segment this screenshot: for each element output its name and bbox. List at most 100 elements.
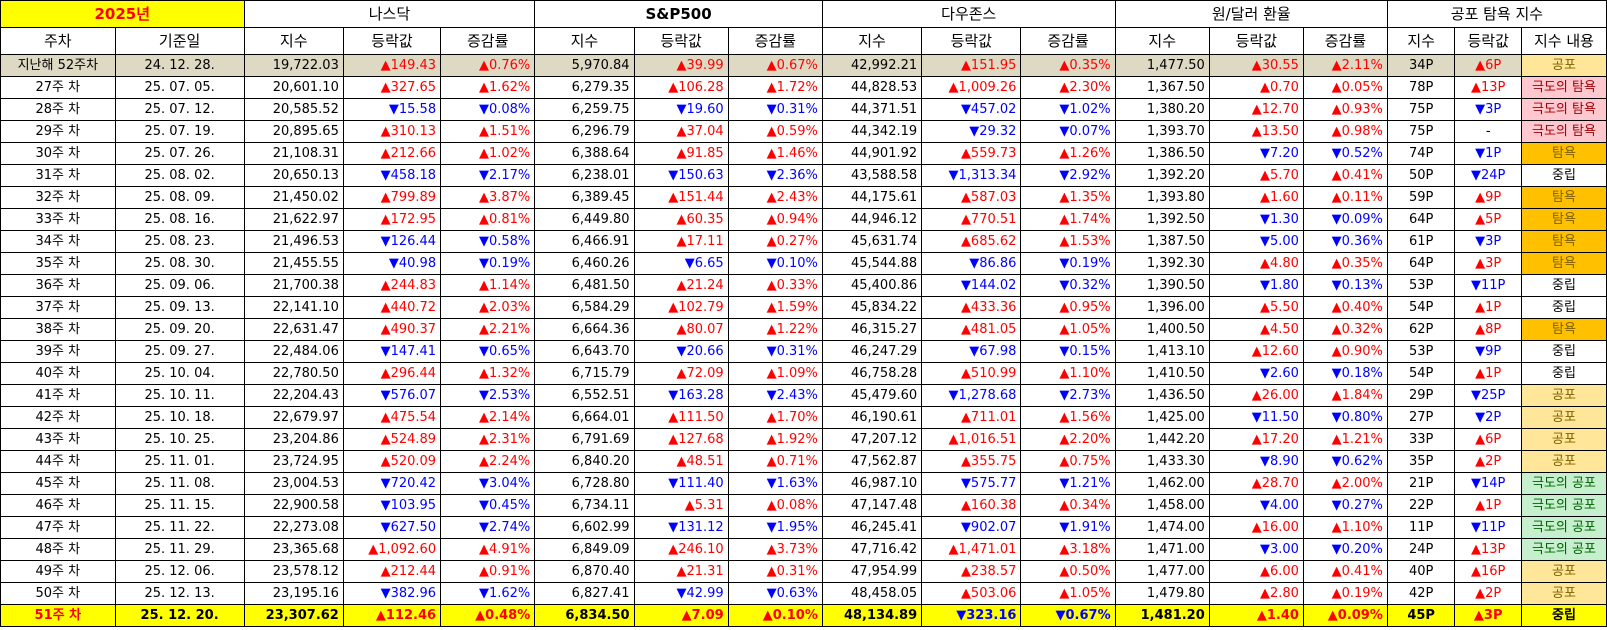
fear-greed-index: 74P [1386, 142, 1456, 165]
nasdaq-index: 22,484.06 [243, 340, 344, 363]
nasdaq-rate: ▼2.74% [440, 516, 536, 539]
week-cell: 37주 차 [0, 296, 116, 319]
fear-greed-index: 59P [1386, 186, 1456, 209]
table-row: 40주 차 25. 10. 04. 22,780.50 ▲296.44 ▲1.32% 6,… [0, 362, 1607, 385]
sp500-rate: ▲1.22% [727, 318, 823, 341]
sp500-change: ▲39.99 [633, 54, 729, 77]
nasdaq-rate: ▲0.76% [440, 54, 536, 77]
dow-rate: ▼2.73% [1020, 384, 1116, 407]
dow-change: ▲1,016.51 [921, 428, 1022, 451]
sp500-index: 6,602.99 [534, 516, 635, 539]
dow-change: ▲770.51 [921, 208, 1022, 231]
sp500-change: ▼111.40 [633, 472, 729, 495]
fx-rate-value: 1,392.30 [1114, 252, 1210, 275]
dow-index: 46,758.28 [821, 362, 923, 385]
column-header-row: 주차 기준일 지수 등락값 증감률 지수 등락값 증감률 지수 등락값 증감률 지수 등락값 증감률 지수 등… [0, 27, 1607, 55]
fear-greed-change: ▼3P [1454, 230, 1522, 253]
fx-rate: ▲0.35% [1302, 252, 1388, 275]
nasdaq-change: ▼382.96 [342, 582, 442, 605]
sp500-change: ▼131.12 [633, 516, 729, 539]
fear-greed-label: 극도의 탐욕 [1520, 76, 1607, 99]
sp500-change: ▲127.68 [633, 428, 729, 451]
sp500-rate: ▲1.72% [727, 76, 823, 99]
dow-change: ▲355.75 [921, 450, 1022, 473]
fx-rate: ▲0.98% [1302, 120, 1388, 143]
sp500-change: ▲72.09 [633, 362, 729, 385]
week-cell: 35주 차 [0, 252, 116, 275]
fx-rate: ▲0.90% [1302, 340, 1388, 363]
table-body: 지난해 52주차 24. 12. 28. 19,722.03 ▲149.43 ▲0.76… [0, 54, 1607, 627]
nasdaq-index: 21,108.31 [243, 142, 344, 165]
fx-change: ▲30.55 [1208, 54, 1304, 77]
date-cell: 25. 07. 19. [114, 120, 245, 143]
sp500-index: 6,460.26 [534, 252, 635, 275]
fx-rate: ▼0.20% [1302, 538, 1388, 561]
nasdaq-index: 20,650.13 [243, 164, 344, 187]
fx-change: ▲5.50 [1208, 296, 1304, 319]
fx-rate-value: 1,425.00 [1114, 406, 1210, 429]
nasdaq-change: ▲149.43 [342, 54, 442, 77]
fx-rate-value: 1,380.20 [1114, 98, 1210, 121]
fear-greed-change: ▲2P [1454, 450, 1522, 473]
dow-rate: ▼1.91% [1020, 516, 1116, 539]
fear-greed-label: 탐욕 [1520, 142, 1607, 165]
table-row: 29주 차 25. 07. 19. 20,895.65 ▲310.13 ▲1.51% 6,… [0, 120, 1607, 143]
fear-greed-label: 극도의 탐욕 [1520, 120, 1607, 143]
dow-change: ▼144.02 [921, 274, 1022, 297]
fear-greed-index: 61P [1386, 230, 1456, 253]
fear-greed-index: 75P [1386, 120, 1456, 143]
dow-rate: ▼1.02% [1020, 98, 1116, 121]
fx-change: ▼3.00 [1208, 538, 1304, 561]
sp500-rate: ▼1.63% [727, 472, 823, 495]
nasdaq-rate: ▲2.14% [440, 406, 536, 429]
sp500-index: 6,259.75 [534, 98, 635, 121]
fear-greed-change: ▲2P [1454, 582, 1522, 605]
date-cell: 25. 07. 12. [114, 98, 245, 121]
week-cell: 33주 차 [0, 208, 116, 231]
fx-rate-value: 1,400.50 [1114, 318, 1210, 341]
fx-rate: ▲0.40% [1302, 296, 1388, 319]
fear-greed-change: ▲13P [1454, 538, 1522, 561]
table-row: 36주 차 25. 09. 06. 21,700.38 ▲244.83 ▲1.14% 6,… [0, 274, 1607, 297]
fear-greed-label: 공포 [1520, 54, 1607, 77]
dow-rate: ▲1.10% [1020, 362, 1116, 385]
nasdaq-change: ▼15.58 [342, 98, 442, 121]
dow-index: 47,147.48 [821, 494, 923, 517]
fx-rate: ▼0.52% [1302, 142, 1388, 165]
nasdaq-rate: ▲2.31% [440, 428, 536, 451]
table-row: 28주 차 25. 07. 12. 20,585.52 ▼15.58 ▼0.08% 6,2… [0, 98, 1607, 121]
dow-rate: ▼2.92% [1020, 164, 1116, 187]
fear-greed-change: ▼11P [1454, 516, 1522, 539]
nasdaq-change: ▼126.44 [342, 230, 442, 253]
nasdaq-change: ▼627.50 [342, 516, 442, 539]
sp500-change: ▲60.35 [633, 208, 729, 231]
fear-greed-change: ▲1P [1454, 362, 1522, 385]
nasdaq-index: 22,631.47 [243, 318, 344, 341]
dow-index: 45,544.88 [821, 252, 923, 275]
column-header: 주차 [0, 27, 116, 55]
week-cell: 38주 차 [0, 318, 116, 341]
sp500-rate: ▲0.94% [727, 208, 823, 231]
week-cell: 49주 차 [0, 560, 116, 583]
sp500-index: 6,643.70 [534, 340, 635, 363]
sp500-rate: ▼1.95% [727, 516, 823, 539]
date-cell: 25. 10. 11. [114, 384, 245, 407]
dow-rate: ▼0.19% [1020, 252, 1116, 275]
dow-change: ▲711.01 [921, 406, 1022, 429]
fear-greed-change: ▼3P [1454, 98, 1522, 121]
group-nasdaq: 나스닥 [243, 0, 536, 28]
fear-greed-label: 극도의 탐욕 [1520, 98, 1607, 121]
fear-greed-label: 극도의 공포 [1520, 516, 1607, 539]
fear-greed-label: 극도의 공포 [1520, 472, 1607, 495]
date-cell: 25. 09. 13. [114, 296, 245, 319]
nasdaq-index: 23,195.16 [243, 582, 344, 605]
week-cell: 31주 차 [0, 164, 116, 187]
week-cell: 36주 차 [0, 274, 116, 297]
fear-greed-label: 중립 [1520, 604, 1607, 627]
sp500-change: ▲111.50 [633, 406, 729, 429]
fx-change: ▼5.00 [1208, 230, 1304, 253]
table-row: 45주 차 25. 11. 08. 23,004.53 ▼720.42 ▼3.04% 6,… [0, 472, 1607, 495]
fx-change: ▼4.00 [1208, 494, 1304, 517]
fx-rate-value: 1,442.20 [1114, 428, 1210, 451]
fear-greed-index: 53P [1386, 274, 1456, 297]
